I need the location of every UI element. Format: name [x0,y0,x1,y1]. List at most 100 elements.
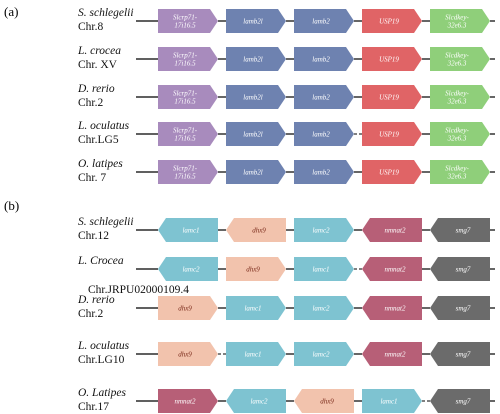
gene-label: Slcdkey-32e6.3 [445,90,469,106]
gene-label: lamb2l [243,131,263,139]
gene-arrow [362,342,422,366]
gene-label: nmnat2 [385,227,407,235]
gene-arrow [226,160,286,184]
gene-label: nmnat2 [385,351,407,359]
gene-row: L. oculatus Chr.LG10 dhx9 lamc1 lamc2 nmnat2 s… [77,340,495,366]
gene-label: lamc1 [244,351,261,359]
gene-label: USP19 [379,169,399,177]
gene-arrow [294,160,354,184]
gene-arrow [294,9,354,33]
gene-label: Slcdkey-32e6.3 [445,52,469,68]
gene-label: Slcrp71-17i16.5 [173,90,198,106]
gene-row: D. rerio Chr.2 Slcrp71-17i16.5 lamb2l lamb2 U… [77,83,495,109]
gene-arrow [226,389,286,413]
gene-label: lamb2 [312,56,330,64]
gene-arrow [226,257,286,281]
gene-arrow [362,160,422,184]
gene-row: S. schlegelii Chr.12 lamc1 dhx9 lamc2 nmnat2 s… [78,216,495,242]
gene-arrow [362,296,422,320]
gene-arrow [430,389,490,413]
gene-label: USP19 [379,94,399,102]
gene-row: L. Crocea Chr.JRPU02000109.4 lamc2 dhx9 lamc… [77,255,495,296]
gene-arrow [294,122,354,146]
gene-label: dhx9 [178,351,192,359]
gene-label: lamb2 [312,169,330,177]
gene-arrow [226,85,286,109]
gene-label: nmnat2 [175,398,197,406]
panel-a-label: (a) [4,4,18,19]
gene-row: D. rerio Chr.2 dhx9 lamc1 lamc2 nmnat2 smg7 [77,294,495,320]
gene-arrow [226,122,286,146]
gene-label: smg7 [456,227,471,235]
gene-label: lamb2l [243,94,263,102]
gene-label: USP19 [379,56,399,64]
gene-arrow [362,218,422,242]
species-name: L. oculatus [77,340,130,352]
panel-b-label: (b) [4,198,19,213]
gene-label: Slcdkey-32e6.3 [445,165,469,181]
gene-row: O. Latipes Chr.17 nmnat2 lamc2 dhx9 lamc1 smg7 [78,387,495,413]
gene-arrow [294,218,354,242]
gene-arrow [158,257,218,281]
gene-arrow [226,342,286,366]
species-name: S. schlegelii [78,216,134,228]
gene-arrow [294,47,354,71]
gene-label: lamb2 [312,131,330,139]
gene-row: O. latipes Chr. 7 Slcrp71-17i16.5 lamb2l lam… [78,158,495,184]
species-name: L. oculatus [77,120,130,132]
gene-arrow [430,160,490,184]
gene-label: smg7 [456,266,471,274]
gene-row: L. oculatus Chr.LG5 Slcrp71-17i16.5 lamb2l l… [77,120,495,146]
gene-label: nmnat2 [385,305,407,313]
gene-label: smg7 [456,351,471,359]
gene-arrow [430,257,490,281]
gene-arrow [430,296,490,320]
gene-label: Slcdkey-32e6.3 [445,127,469,143]
gene-arrow [294,85,354,109]
gene-label: lamc2 [312,227,330,235]
gene-label: Slcrp71-17i16.5 [173,52,198,68]
species-name: S. schlegelii [78,7,134,19]
gene-arrow [294,296,354,320]
gene-arrow [158,160,218,184]
gene-arrow [226,47,286,71]
gene-row: L. crocea Chr. XV Slcrp71-17i16.5 lamb2l lam… [77,45,495,71]
chromosome-label: Chr.2 [78,308,103,320]
gene-arrow [294,257,354,281]
gene-label: smg7 [456,305,471,313]
gene-label: lamc2 [250,398,268,406]
gene-arrow [430,122,490,146]
gene-arrow [362,122,422,146]
species-name: D. rerio [77,83,115,95]
gene-arrow [158,122,218,146]
gene-arrow [430,85,490,109]
gene-arrow [158,342,218,366]
gene-label: lamc1 [244,305,261,313]
chromosome-label: Chr. XV [78,59,118,71]
species-name: O. Latipes [78,387,126,399]
gene-label: lamc2 [312,351,330,359]
gene-label: dhx9 [252,227,266,235]
gene-label: lamb2 [312,94,330,102]
gene-arrow [158,218,218,242]
gene-label: lamc1 [380,398,397,406]
gene-arrow [362,389,422,413]
chromosome-label: Chr.LG5 [78,134,119,146]
gene-arrow [158,9,218,33]
gene-arrow [430,218,490,242]
gene-arrow [226,296,286,320]
gene-label: lamb2 [312,18,330,26]
gene-label: Slcrp71-17i16.5 [173,165,198,181]
gene-label: dhx9 [178,305,192,313]
gene-label: lamb2l [243,18,263,26]
gene-arrow [362,257,422,281]
gene-label: dhx9 [246,266,260,274]
gene-arrow [294,342,354,366]
gene-arrow [362,47,422,71]
gene-arrow [226,9,286,33]
gene-label: lamc2 [312,305,330,313]
gene-label: lamc1 [182,227,199,235]
chromosome-label: Chr.8 [78,21,103,33]
gene-arrow [294,389,354,413]
gene-label: nmnat2 [385,266,407,274]
